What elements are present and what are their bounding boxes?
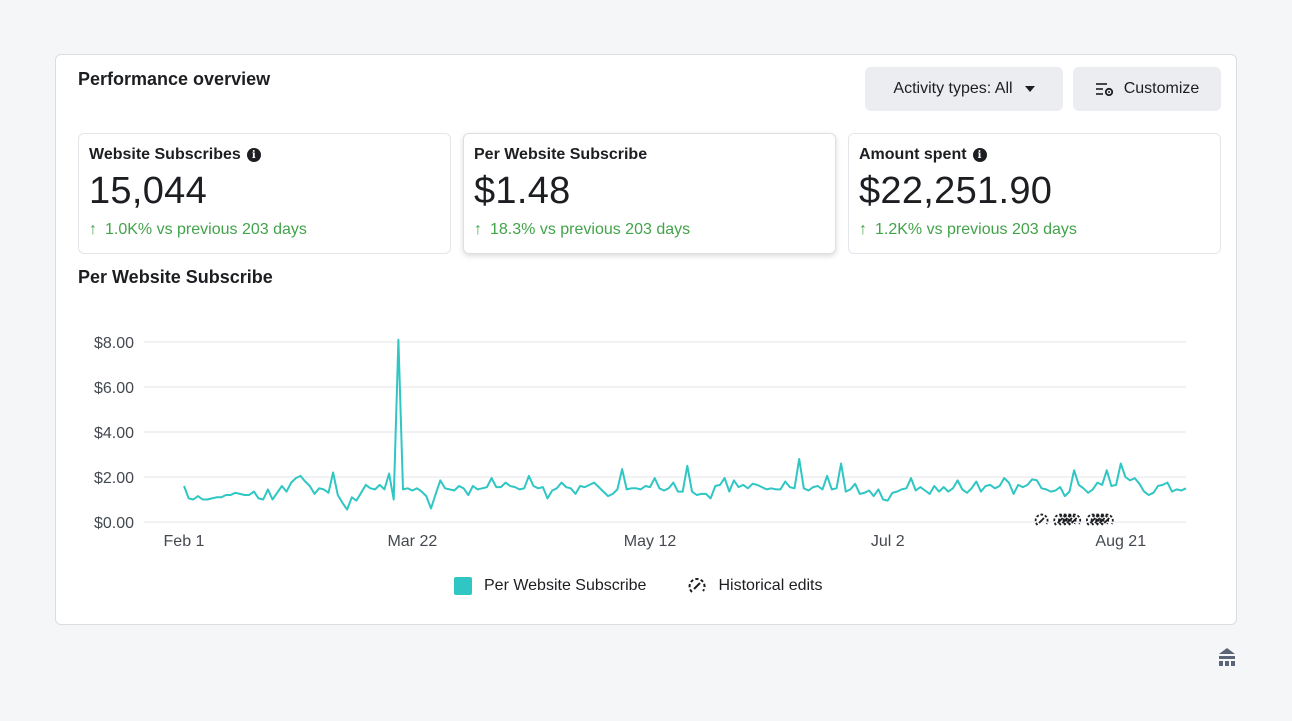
brand-logo xyxy=(1216,646,1238,673)
activity-types-label: Activity types: All xyxy=(893,80,1013,97)
legend-item-historical-edits[interactable]: Historical edits xyxy=(686,575,822,597)
y-tick-label: $2.00 xyxy=(94,470,134,487)
metric-card-per-website-subscribe[interactable]: Per Website Subscribe $1.48 ↑ 18.3% vs p… xyxy=(463,133,836,254)
chart-title: Per Website Subscribe xyxy=(78,267,273,287)
customize-label: Customize xyxy=(1123,80,1200,97)
legend-label: Historical edits xyxy=(718,577,823,594)
legend-label: Per Website Subscribe xyxy=(484,577,647,594)
metric-label: Website Subscribes xyxy=(89,146,241,163)
legend-swatch xyxy=(454,577,472,595)
metric-delta: 1.2K% vs previous 203 days xyxy=(875,221,1077,238)
y-tick-label: $6.00 xyxy=(94,380,134,397)
line-chart: $8.00 $6.00 $4.00 $2.00 $0.00 Feb 1 Mar 22 May… xyxy=(94,335,1187,550)
arrow-up-icon: ↑ xyxy=(89,221,97,238)
x-tick-label: Aug 21 xyxy=(1095,533,1146,550)
historical-edit-marker[interactable] xyxy=(1058,513,1072,526)
x-tick-label: Feb 1 xyxy=(164,533,205,550)
panel-title: Performance overview xyxy=(78,69,271,89)
y-tick-label: $0.00 xyxy=(94,515,134,532)
metric-label: Amount spent xyxy=(859,146,967,163)
x-tick-label: Mar 22 xyxy=(387,533,437,550)
metric-value: 15,044 xyxy=(89,170,208,212)
metric-card-website-subscribes[interactable]: Website Subscribes i 15,044 ↑ 1.0K% vs p… xyxy=(78,133,451,254)
historical-edit-marker[interactable] xyxy=(1034,513,1049,526)
chart-legend: Per Website Subscribe Historical edits xyxy=(454,575,822,597)
historical-edit-marker[interactable] xyxy=(1100,513,1114,526)
y-tick-label: $8.00 xyxy=(94,335,134,352)
arrow-up-icon: ↑ xyxy=(474,221,482,238)
arrow-up-icon: ↑ xyxy=(859,221,867,238)
historical-edit-icon xyxy=(686,575,708,597)
activity-types-dropdown[interactable]: Activity types: All xyxy=(865,67,1063,111)
metric-label: Per Website Subscribe xyxy=(474,146,648,163)
customize-button[interactable]: Customize xyxy=(1073,67,1221,111)
x-tick-label: Jul 2 xyxy=(871,533,905,550)
chevron-down-icon xyxy=(1024,86,1035,92)
series-line-per-website-subscribe[interactable] xyxy=(183,338,1187,511)
historical-edit-marker[interactable] xyxy=(1086,513,1100,526)
y-tick-label: $4.00 xyxy=(94,425,134,442)
x-tick-label: May 12 xyxy=(624,533,677,550)
info-icon[interactable]: i xyxy=(246,148,261,162)
legend-item-series[interactable]: Per Website Subscribe xyxy=(454,577,646,595)
metric-value: $22,251.90 xyxy=(859,170,1053,212)
metric-delta: 1.0K% vs previous 203 days xyxy=(105,221,307,238)
historical-edit-marker[interactable] xyxy=(1067,513,1082,526)
customize-icon xyxy=(1095,81,1115,97)
performance-overview-panel: Performance overview Activity types: All… xyxy=(55,54,1237,625)
metric-delta: 18.3% vs previous 203 days xyxy=(490,221,691,238)
metric-card-amount-spent[interactable]: Amount spent i $22,251.90 ↑ 1.2K% vs pre… xyxy=(848,133,1221,254)
historical-edit-marker[interactable] xyxy=(1095,513,1110,526)
historical-edit-marker[interactable] xyxy=(1062,513,1077,526)
info-icon[interactable]: i xyxy=(972,148,987,162)
metric-value: $1.48 xyxy=(474,170,571,212)
historical-edit-marker[interactable] xyxy=(1053,513,1068,526)
historical-edit-marker[interactable] xyxy=(1090,513,1105,526)
